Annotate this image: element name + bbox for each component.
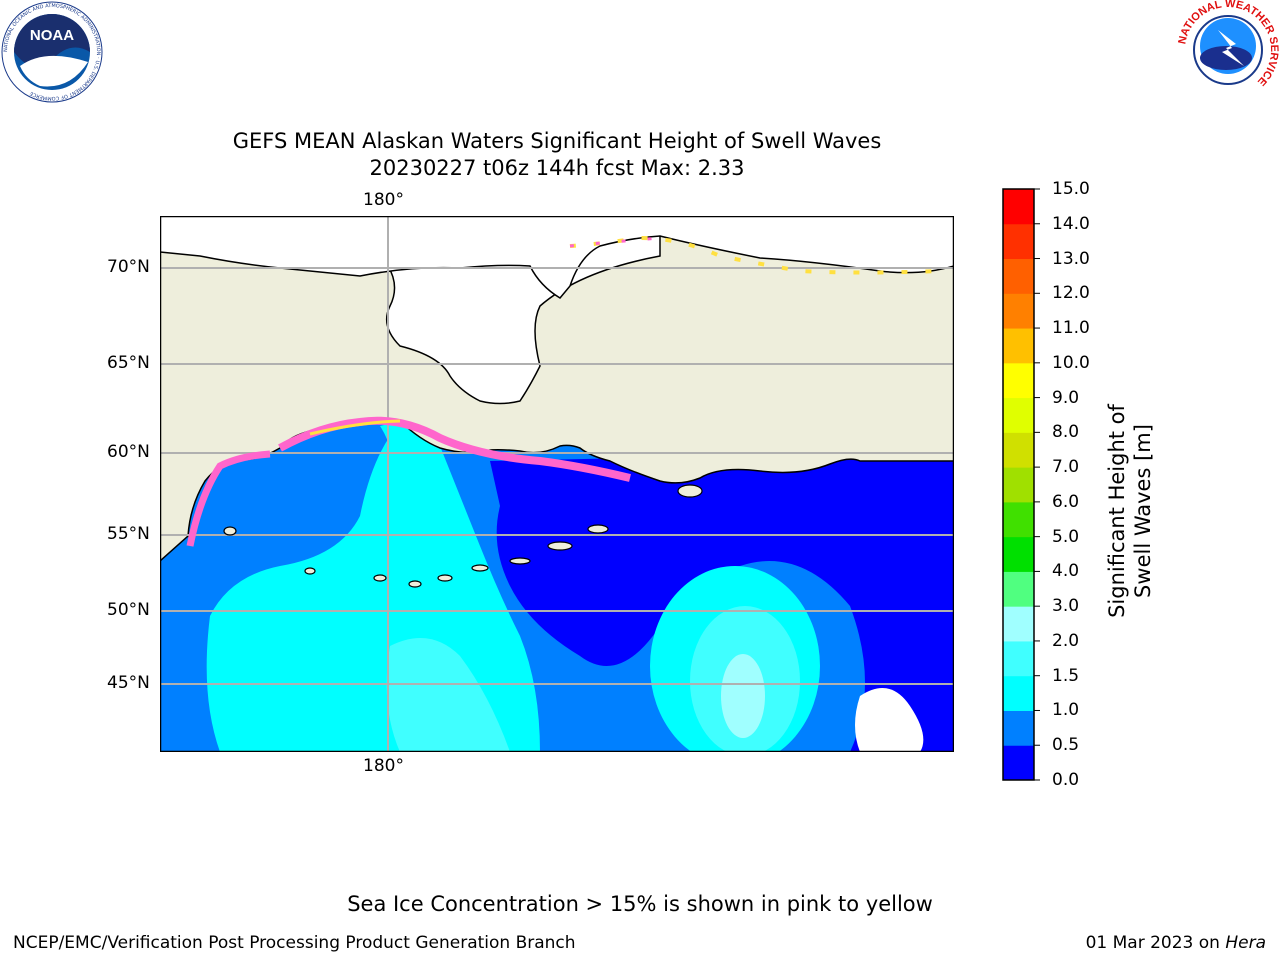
colorbar-cells — [1003, 189, 1034, 781]
colorbar-tick-label: 4.0 — [1052, 561, 1080, 582]
colorbar-cell — [1003, 362, 1034, 399]
colorbar-tick-label: 10.0 — [1052, 352, 1090, 373]
lat-label-70: 70°N — [107, 257, 150, 277]
run-date: 01 Mar 2023 on Hera — [1086, 933, 1266, 953]
lon-label-top: 180° — [363, 190, 404, 210]
colorbar-cell — [1003, 640, 1034, 677]
colorbar-tick-label: 0.0 — [1052, 770, 1080, 790]
colorbar-tick-label: 15.0 — [1052, 179, 1090, 199]
lon-label-bottom: 180° — [363, 756, 404, 776]
map-frame — [160, 216, 954, 752]
noaa-logo: NOAA NATIONAL OCEANIC AND ATMOSPHERIC AD… — [1, 1, 103, 103]
colorbar-cell — [1003, 189, 1034, 225]
lat-label-65: 65°N — [107, 353, 150, 373]
map-subtitle: 20230227 t06z 144h fcst Max: 2.33 — [369, 156, 745, 180]
credit-line: NCEP/EMC/Verification Post Processing Pr… — [13, 933, 576, 953]
colorbar-tick-label: 14.0 — [1052, 213, 1090, 234]
colorbar-tick-label: 13.0 — [1052, 248, 1090, 269]
colorbar-label: Significant Height of Swell Waves [m] — [1105, 404, 1155, 618]
colorbar-cell — [1003, 397, 1034, 433]
lat-label-55: 55°N — [107, 524, 150, 544]
colorbar-tick-label: 1.0 — [1052, 700, 1080, 721]
colorbar-cell — [1003, 293, 1034, 329]
colorbar-cell — [1003, 328, 1034, 364]
lat-label-50: 50°N — [107, 600, 150, 620]
colorbar-tick-label: 1.5 — [1052, 665, 1080, 686]
colorbar-cell — [1003, 536, 1034, 572]
colorbar-cell — [1003, 710, 1034, 746]
colorbar-cell — [1003, 501, 1034, 538]
ocean-mid-swell-strip — [380, 421, 430, 596]
colorbar-tick-label: 2.0 — [1052, 630, 1080, 651]
colorbar-cell — [1003, 432, 1034, 468]
colorbar — [1002, 188, 1040, 781]
colorbar-cell — [1003, 675, 1034, 711]
colorbar-tick-label: 8.0 — [1052, 422, 1080, 443]
colorbar-tick-label: 12.0 — [1052, 283, 1090, 304]
map-title: GEFS MEAN Alaskan Waters Significant Hei… — [232, 129, 882, 153]
sea-ice-note: Sea Ice Concentration > 15% is shown in … — [347, 892, 933, 916]
colorbar-tick-label: 11.0 — [1052, 318, 1090, 339]
colorbar-tick-label: 6.0 — [1052, 491, 1080, 512]
lat-label-45: 45°N — [107, 673, 150, 693]
aleutian-islands — [223, 484, 703, 588]
no-data-patch — [855, 688, 924, 752]
colorbar-cell — [1003, 745, 1034, 781]
colorbar-frame — [1002, 188, 1035, 781]
colorbar-tick-label: 7.0 — [1052, 457, 1080, 478]
colorbar-tick-label: 3.0 — [1052, 596, 1080, 617]
colorbar-cell — [1003, 223, 1034, 260]
run-machine: Hera — [1225, 933, 1266, 953]
colorbar-cell — [1003, 258, 1034, 294]
colorbar-ticks — [1034, 188, 1040, 781]
colorbar-tick-label: 5.0 — [1052, 526, 1080, 547]
colorbar-tick-label: 9.0 — [1052, 387, 1080, 408]
svg-text:NOAA: NOAA — [30, 27, 74, 44]
ocean-midhigh-swell-west — [386, 638, 510, 752]
swell-height-map — [160, 216, 954, 752]
ocean-high-swell-east-blob — [721, 654, 765, 738]
colorbar-tick-label: 0.5 — [1052, 735, 1080, 756]
lat-label-60: 60°N — [107, 442, 150, 462]
graticule — [160, 216, 954, 752]
run-date-text: 01 Mar 2023 on — [1085, 933, 1226, 953]
sea-ice-edge — [186, 235, 941, 547]
nws-logo: NATIONAL WEATHER SERVICE — [1178, 0, 1280, 97]
colorbar-cell — [1003, 467, 1034, 503]
colorbar-cell — [1003, 606, 1034, 642]
colorbar-cell — [1003, 571, 1034, 607]
